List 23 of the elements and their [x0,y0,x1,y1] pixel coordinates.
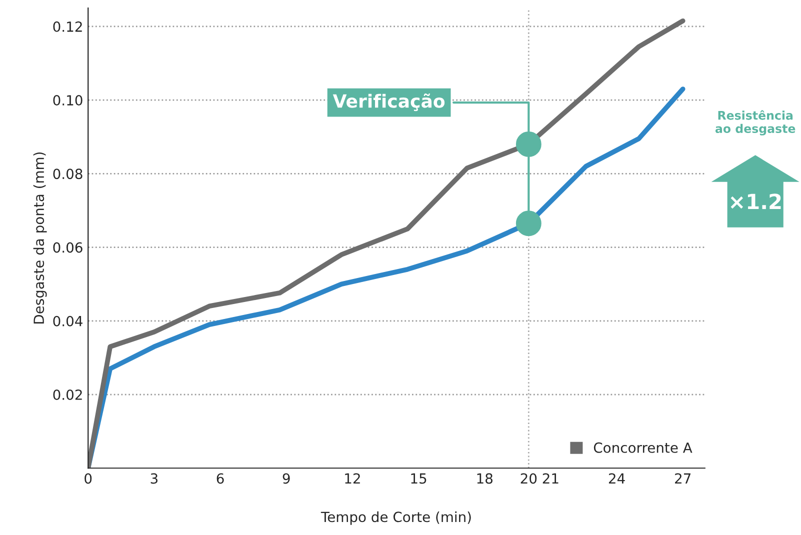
x-tick-label: 18 [477,473,492,484]
x-tick-label: 3 [150,473,158,484]
y-tick-label: 0.10 [53,95,82,106]
y-tick-label: 0.12 [53,21,82,32]
y-tick-label: 0.04 [53,316,82,326]
y-tick-label: 0.06 [53,242,82,253]
y-tick-label: 0.02 [53,389,82,400]
x-tick-label: 27 [675,473,690,484]
text: ×1.2 [730,194,781,210]
x-tick-label: 15 [411,473,426,484]
legend-label: Concorrente A [594,442,692,453]
x-tick-label: 12 [345,473,360,484]
x-tick-label: 24 [608,473,625,484]
y-axis-title: Desgaste da ponta (mm) [33,152,47,324]
x-tick-label: 21 [542,473,558,484]
x-tick-label: 9 [282,473,290,484]
x-tick-label: 6 [216,473,224,484]
annotation: Verificação [332,94,445,112]
x-axis-title: Tempo de Corte (min) [320,511,471,525]
x-tick-label: 0 [84,473,92,484]
y-tick-label: 0.08 [53,168,82,180]
text: Resistência ao desgaste [715,110,796,136]
x-tick-label: 20 [520,473,537,484]
